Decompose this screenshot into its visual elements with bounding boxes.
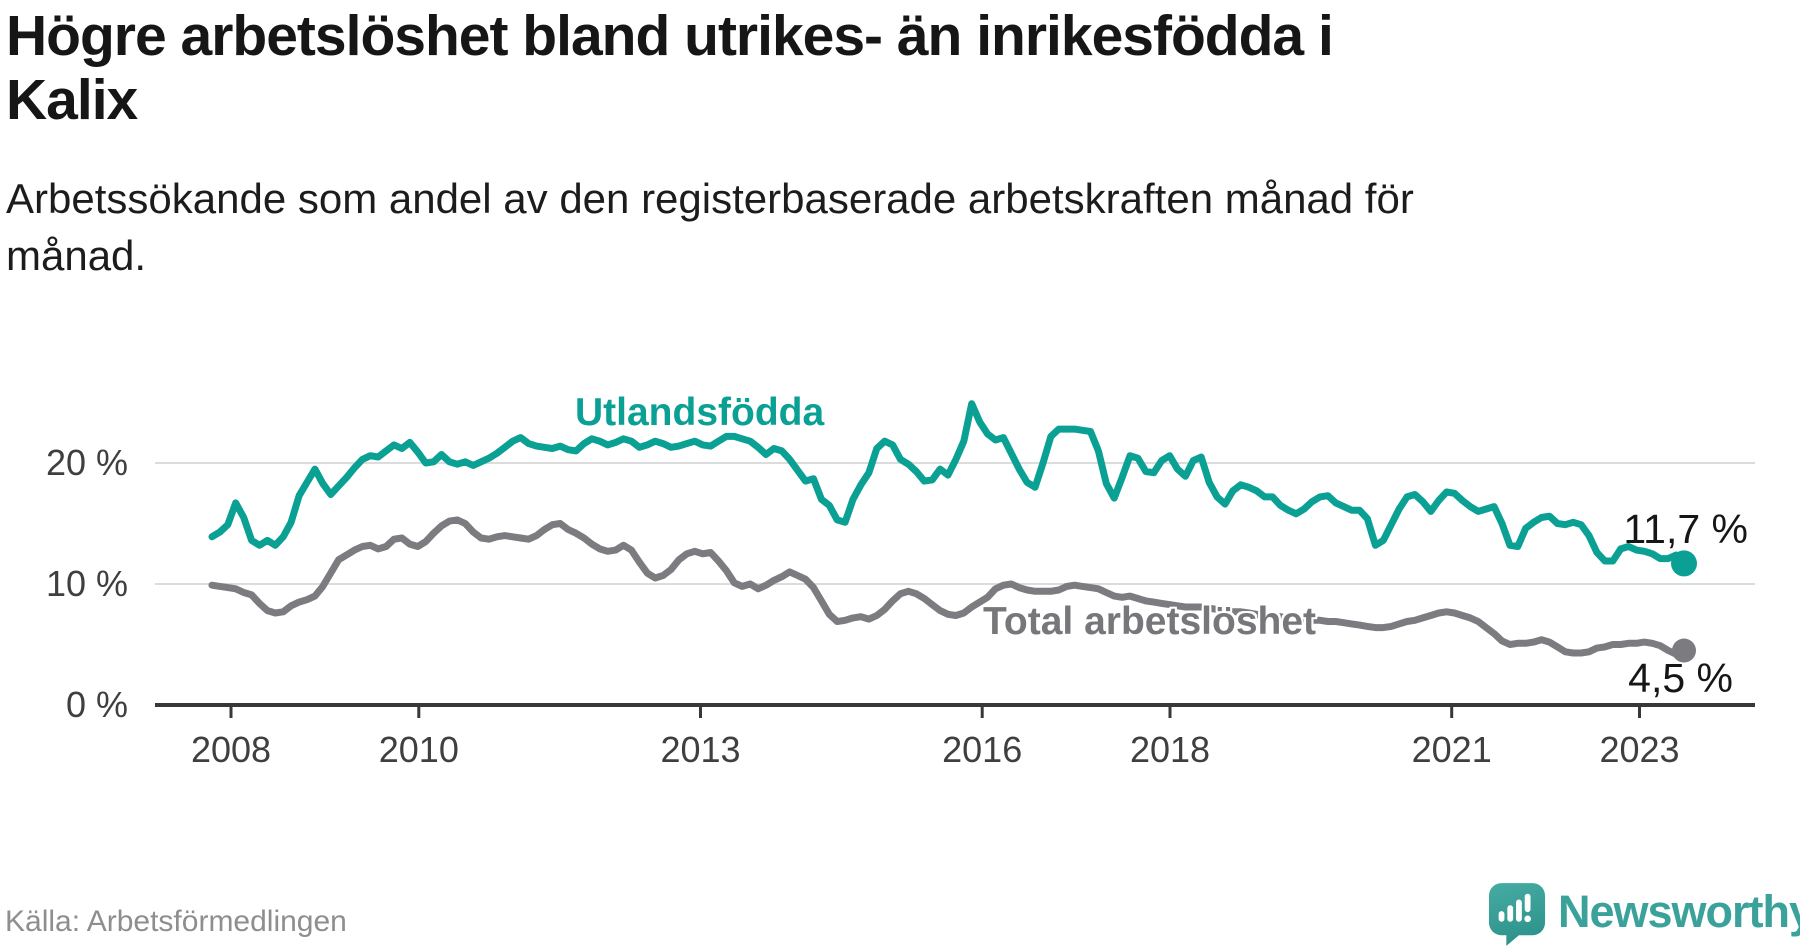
chart-subtitle: Arbetssökande som andel av den registerb… — [6, 170, 1766, 284]
x-axis-label-2016: 2016 — [942, 729, 1023, 770]
end-dot-total-arbetsloshet — [1672, 638, 1696, 663]
newsworthy-logo: Newsworthy — [1488, 882, 1800, 946]
chart-title: Högre arbetslöshet bland utrikes- än inr… — [6, 4, 1766, 132]
x-axis-label-2010: 2010 — [378, 729, 459, 770]
x-axis-label-2023: 2023 — [1599, 729, 1680, 770]
chart-title-line2: Kalix — [6, 68, 138, 132]
series-label-utlandsfodda: Utlandsfödda — [575, 391, 825, 434]
series-label-total-arbetsloshet: Total arbetslöshet — [983, 600, 1317, 643]
chart-title-line1: Högre arbetslöshet bland utrikes- än inr… — [6, 4, 1334, 68]
series-line-total-arbetsloshet — [208, 516, 1688, 658]
series-line-utlandsfodda — [208, 400, 1688, 567]
end-dot-utlandsfodda — [1671, 550, 1697, 577]
x-axis-label-2008: 2008 — [190, 729, 272, 770]
chart-subtitle-line2: månad. — [6, 232, 147, 279]
y-axis-label-10: 10 % — [45, 563, 128, 604]
bar-chart-exclamation-glyph — [1498, 893, 1531, 923]
y-axis-label-0: 0 % — [65, 684, 128, 725]
value-label-total-arbetsloshet: 4,5 % — [1628, 655, 1733, 701]
x-axis-label-2013: 2013 — [660, 729, 741, 770]
x-axis-label-2018: 2018 — [1129, 729, 1211, 770]
newsworthy-logo-text: Newsworthy — [1558, 886, 1800, 937]
newsworthy-logo-icon — [1488, 883, 1546, 946]
chart-subtitle-line1: Arbetssökande som andel av den registerb… — [6, 175, 1414, 222]
x-axis-label-2021: 2021 — [1411, 729, 1492, 770]
y-axis-label-20: 20 % — [45, 442, 128, 483]
source-text: Källa: Arbetsförmedlingen — [5, 905, 347, 938]
value-label-utlandsfodda: 11,7 % — [1623, 506, 1748, 552]
